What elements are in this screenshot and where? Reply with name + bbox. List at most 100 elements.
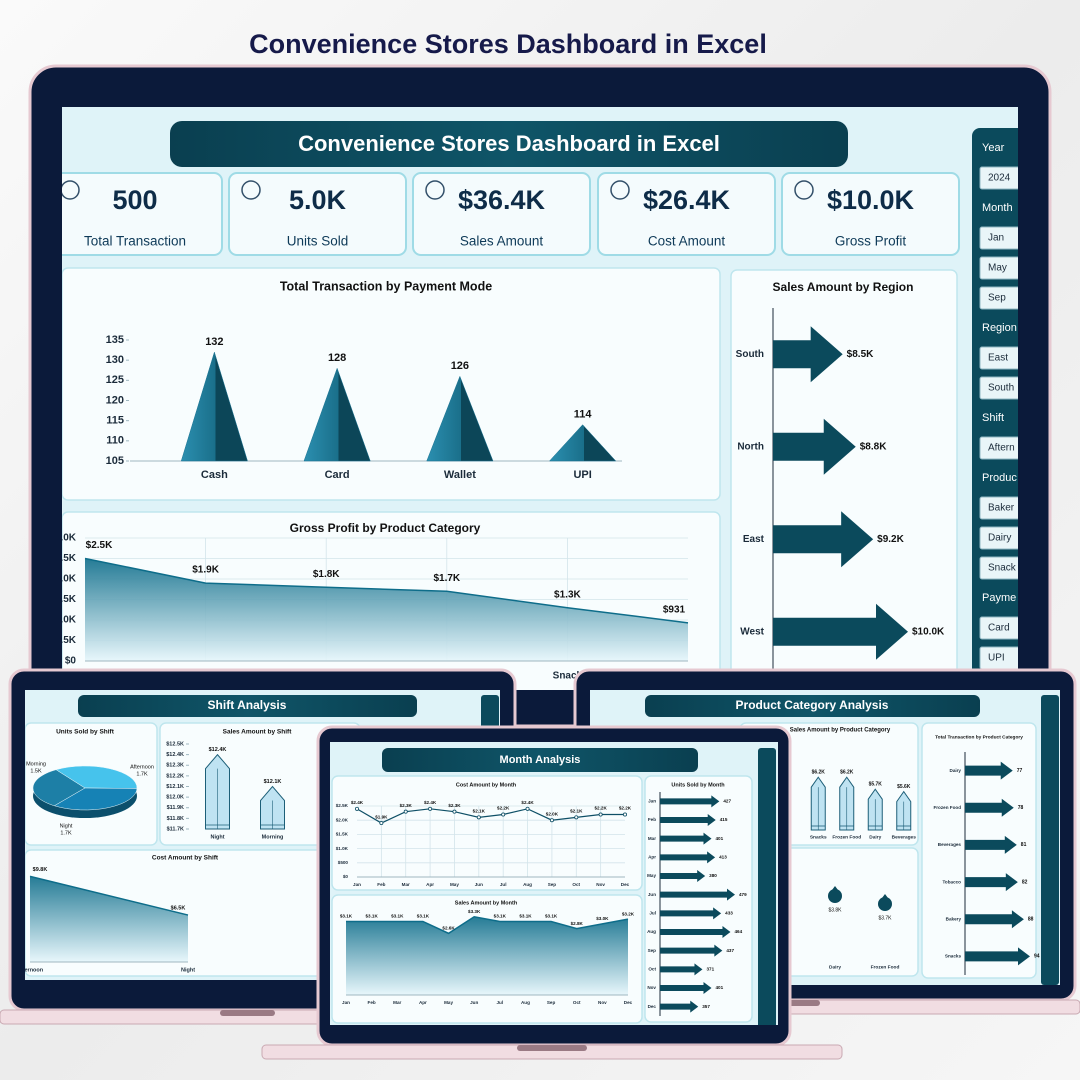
data-label: $12.1K <box>264 779 282 785</box>
slicer-button[interactable] <box>979 346 1028 370</box>
kpi-icon <box>62 180 80 200</box>
x-tick-label: Apr <box>419 1000 427 1005</box>
data-label: $2.5K <box>86 540 113 551</box>
slicer-panel <box>758 748 776 1025</box>
y-tick-label: $0 <box>65 656 77 667</box>
y-tick-label: Jan <box>648 799 656 804</box>
data-label: 464 <box>734 929 742 934</box>
x-tick-label: Apr <box>426 882 434 887</box>
arrow-bar <box>660 814 716 826</box>
y-tick-label: Nov <box>647 985 656 990</box>
slicer-button[interactable] <box>979 286 1028 310</box>
x-tick-label: Cash <box>201 469 228 481</box>
arrow-bar <box>773 418 856 475</box>
y-tick-label: $11.8K <box>167 816 184 822</box>
data-label: $6.5K <box>171 906 186 912</box>
screen-content: Product Category Analysis Sales Amount by… <box>645 695 1059 985</box>
money-bag <box>878 897 892 911</box>
slicer-item[interactable]: May <box>988 263 1007 274</box>
slicer-item[interactable]: Snack <box>988 563 1017 574</box>
y-tick-label: $11.7K <box>167 826 184 832</box>
slicer-button[interactable] <box>979 556 1028 580</box>
line-marker <box>354 806 359 811</box>
slicer-item[interactable]: Dairy <box>988 533 1011 544</box>
title-banner <box>645 695 980 717</box>
slicer-item[interactable]: South <box>988 383 1014 394</box>
y-tick-label: 120 <box>106 394 124 406</box>
kpi-card <box>228 172 407 256</box>
line <box>356 808 625 824</box>
kpi-icon <box>425 180 445 200</box>
slicer-item[interactable]: Aftern <box>988 443 1015 454</box>
x-tick-label: Jul <box>500 882 507 887</box>
arrow-bar <box>965 947 1030 966</box>
chart-panel <box>921 722 1037 979</box>
x-tick-label: Mar <box>393 1000 401 1005</box>
x-tick-label: Dairy <box>869 834 881 840</box>
y-tick-label: Dairy <box>950 768 962 773</box>
slicer-button[interactable] <box>979 376 1028 400</box>
data-label: $3.1K <box>417 914 430 919</box>
slicer-button[interactable] <box>979 436 1028 460</box>
data-label-category: Afternoon <box>130 764 154 770</box>
chart-panel <box>730 269 958 690</box>
y-tick-label: Sep <box>648 948 657 953</box>
slicer-button[interactable] <box>979 226 1028 250</box>
line-marker <box>452 809 457 814</box>
area-line <box>84 557 689 624</box>
data-label: 1.5K <box>30 768 42 774</box>
slicer-item[interactable]: Sep <box>988 293 1006 304</box>
chart-title: Sales Amount by Product Category <box>790 728 891 734</box>
slicer-button[interactable] <box>979 166 1028 190</box>
slicer-item[interactable]: Card <box>988 623 1010 634</box>
y-tick-label: 110 <box>106 435 124 447</box>
data-label: $2.8K <box>571 921 584 926</box>
y-tick-label: Tobacco <box>942 879 961 884</box>
money-bag-knot <box>832 886 838 890</box>
x-tick-label: Jan <box>353 882 361 887</box>
data-label: $1.7K <box>433 573 460 584</box>
y-tick-label: $11.9K <box>167 805 184 811</box>
pyramid-bar <box>180 351 248 462</box>
arrow-bar <box>660 907 722 920</box>
data-label: 437 <box>726 948 734 953</box>
data-label: $2.6K <box>442 926 455 931</box>
x-tick-label: Nov <box>598 1000 607 1005</box>
x-tick-label: Snack <box>553 671 583 682</box>
data-label: $2.4K <box>351 800 364 805</box>
data-label: 1.7K <box>60 830 72 836</box>
data-label: $2.0K <box>546 811 559 816</box>
y-tick-label: $2.5K <box>49 553 76 564</box>
data-label: 401 <box>716 836 724 841</box>
y-tick-label: 125 <box>106 374 124 386</box>
kpi-icon <box>610 180 630 200</box>
slicer-button[interactable] <box>979 616 1028 640</box>
x-tick-label: Jan <box>342 1000 350 1005</box>
slicer-item[interactable]: 2024 <box>988 173 1011 184</box>
slicer-item[interactable]: East <box>988 353 1008 364</box>
y-tick-label: 130 <box>106 354 124 366</box>
y-tick-label: Jun <box>648 892 656 897</box>
data-label: $3.8K <box>828 907 842 913</box>
data-label: 126 <box>451 360 469 372</box>
y-tick-label: $2.5K <box>336 803 349 808</box>
slicer-item[interactable]: Jan <box>988 233 1004 244</box>
x-tick-label: Sep <box>548 882 557 887</box>
chart-title: Cost Amount by Shift <box>152 855 219 862</box>
kpi-value: $36.4K <box>458 185 546 215</box>
arrow-bar <box>773 511 874 568</box>
data-label: 128 <box>328 352 346 364</box>
kpi-label: Units Sold <box>287 234 349 249</box>
screen-title: Shift Analysis <box>208 698 287 712</box>
title-banner <box>170 121 848 167</box>
data-label: $3.0K <box>596 916 609 921</box>
slicer-item[interactable]: UPI <box>988 653 1005 664</box>
x-tick-label: Oct <box>573 1000 581 1005</box>
slicer-button[interactable] <box>979 496 1028 520</box>
x-tick-label: Mar <box>402 882 410 887</box>
slicer-button[interactable] <box>979 256 1028 280</box>
y-tick-label: 115 <box>106 415 124 427</box>
slicer-item[interactable]: Baker <box>988 503 1015 514</box>
slicer-button[interactable] <box>979 526 1028 550</box>
x-tick-label: Jun <box>470 1000 478 1005</box>
